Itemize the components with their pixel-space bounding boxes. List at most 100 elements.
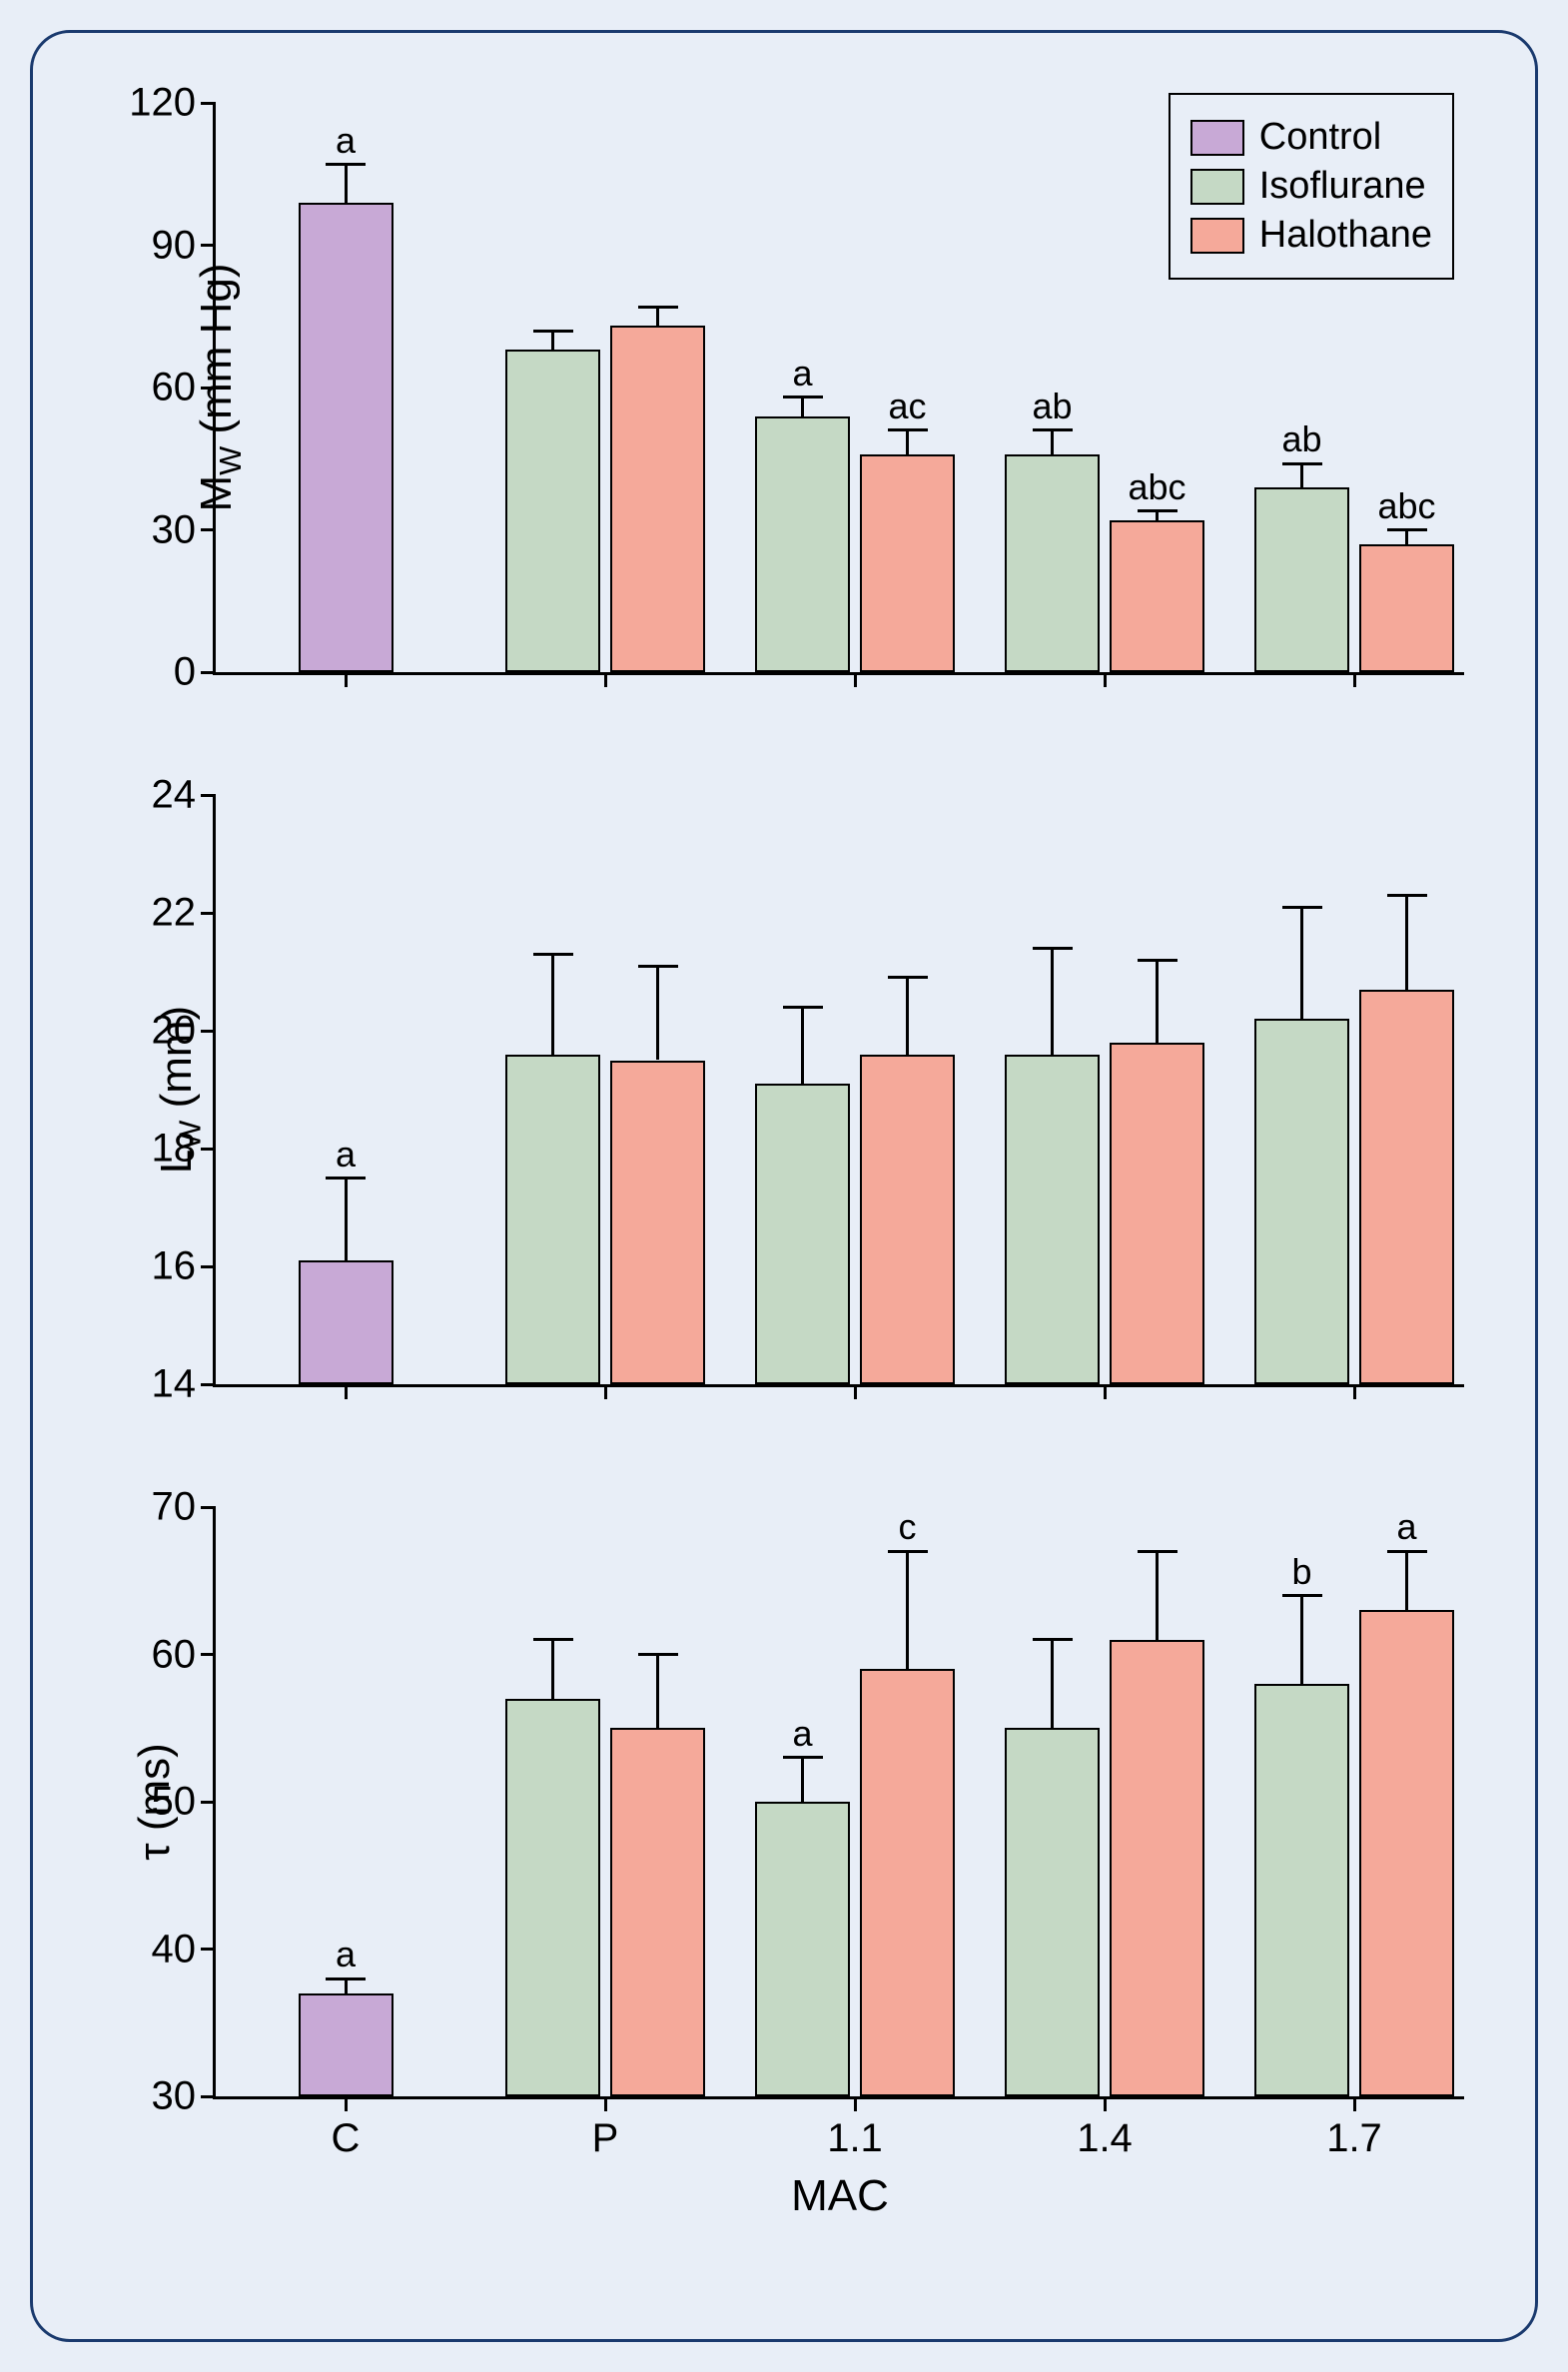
xtick bbox=[1104, 1384, 1107, 1399]
ytick-label: 18 bbox=[152, 1127, 197, 1172]
ytick bbox=[201, 912, 216, 915]
plot-area-mw: MW (mm Hg)0306090120aaacababcababcContro… bbox=[213, 103, 1464, 675]
bar-isoflurane bbox=[505, 1699, 600, 2096]
bar-halothane bbox=[610, 326, 705, 672]
ytick bbox=[201, 244, 216, 247]
xtick bbox=[1353, 672, 1356, 687]
ytick-label: 14 bbox=[152, 1362, 197, 1407]
error-bar bbox=[656, 966, 659, 1060]
error-bar bbox=[1156, 960, 1159, 1043]
error-cap bbox=[1282, 906, 1322, 909]
error-cap bbox=[1387, 1550, 1427, 1553]
bar-halothane bbox=[1359, 544, 1454, 672]
xtick bbox=[1104, 2096, 1107, 2111]
ytick-label: 24 bbox=[152, 773, 197, 818]
xtick-label: 1.7 bbox=[1326, 2116, 1382, 2161]
error-cap bbox=[638, 306, 678, 309]
xtick bbox=[854, 1384, 857, 1399]
plot-area-lw: LW (mm)141618202224a bbox=[213, 795, 1464, 1387]
significance-label: c bbox=[899, 1506, 917, 1548]
ytick bbox=[201, 102, 216, 105]
error-bar bbox=[551, 331, 554, 350]
bar-halothane bbox=[610, 1061, 705, 1385]
bar-halothane bbox=[1359, 990, 1454, 1384]
xtick bbox=[1104, 672, 1107, 687]
bar-control bbox=[299, 1260, 393, 1384]
xtick bbox=[1353, 2096, 1356, 2111]
bar-isoflurane bbox=[505, 1055, 600, 1384]
significance-label: a bbox=[336, 1934, 356, 1976]
bar-isoflurane bbox=[1005, 454, 1100, 673]
legend-label: Isoflurane bbox=[1259, 165, 1426, 208]
bar-halothane bbox=[610, 1728, 705, 2096]
ytick-label: 50 bbox=[152, 1780, 197, 1825]
error-bar bbox=[345, 1978, 348, 1993]
error-bar bbox=[345, 1179, 348, 1261]
bar-isoflurane bbox=[1254, 487, 1349, 672]
error-bar bbox=[551, 954, 554, 1054]
ytick bbox=[201, 1148, 216, 1151]
error-bar bbox=[1300, 463, 1303, 487]
legend-item: Control bbox=[1190, 116, 1432, 159]
xtick bbox=[854, 2096, 857, 2111]
bar-isoflurane bbox=[1254, 1684, 1349, 2096]
ytick-label: 60 bbox=[152, 1632, 197, 1677]
ytick bbox=[201, 671, 216, 674]
error-bar bbox=[906, 1551, 909, 1669]
significance-label: a bbox=[336, 120, 356, 162]
xtick-label: P bbox=[592, 2116, 619, 2161]
ytick-label: 30 bbox=[152, 507, 197, 552]
ytick bbox=[201, 387, 216, 390]
ytick bbox=[201, 528, 216, 531]
legend-swatch bbox=[1190, 218, 1244, 254]
xtick bbox=[345, 2096, 348, 2111]
bar-control bbox=[299, 203, 393, 672]
error-cap bbox=[326, 1177, 366, 1180]
legend-label: Halothane bbox=[1259, 214, 1432, 257]
ytick bbox=[201, 1030, 216, 1033]
bar-halothane bbox=[1359, 1610, 1454, 2096]
error-cap bbox=[1387, 894, 1427, 897]
xtick-label: 1.1 bbox=[827, 2116, 883, 2161]
error-cap bbox=[326, 163, 366, 166]
error-bar bbox=[656, 1655, 659, 1729]
significance-label: ac bbox=[888, 386, 926, 427]
significance-label: ab bbox=[1032, 386, 1072, 427]
ytick bbox=[201, 794, 216, 797]
ytick bbox=[201, 1948, 216, 1951]
error-bar bbox=[906, 978, 909, 1055]
bar-isoflurane bbox=[755, 1802, 850, 2096]
legend-item: Isoflurane bbox=[1190, 165, 1432, 208]
ytick-label: 0 bbox=[174, 650, 196, 695]
xtick bbox=[1353, 1384, 1356, 1399]
error-bar bbox=[1051, 948, 1054, 1054]
plot-area-tau: τ (ms)3040506070CP1.11.41.7MACaacba bbox=[213, 1507, 1464, 2099]
error-cap bbox=[533, 330, 573, 333]
xlabel: MAC bbox=[791, 2171, 889, 2221]
figure-frame: MW (mm Hg)0306090120aaacababcababcContro… bbox=[0, 0, 1568, 2372]
ytick bbox=[201, 1653, 216, 1656]
error-cap bbox=[888, 976, 928, 979]
bar-isoflurane bbox=[755, 1084, 850, 1384]
error-cap bbox=[1387, 528, 1427, 531]
bar-halothane bbox=[860, 1669, 955, 2096]
error-cap bbox=[1033, 428, 1073, 431]
legend: Control Isoflurane Halothane bbox=[1169, 93, 1454, 280]
ytick-label: 20 bbox=[152, 1009, 197, 1054]
ytick bbox=[201, 1801, 216, 1804]
xtick bbox=[604, 672, 607, 687]
legend-label: Control bbox=[1259, 116, 1382, 159]
panel-tau: τ (ms)3040506070CP1.11.41.7MACaacba bbox=[213, 1507, 1495, 2099]
legend-swatch bbox=[1190, 120, 1244, 156]
ytick bbox=[201, 1265, 216, 1268]
ytick-label: 60 bbox=[152, 366, 197, 410]
error-cap bbox=[533, 1638, 573, 1641]
error-bar bbox=[1405, 530, 1408, 544]
bar-isoflurane bbox=[755, 416, 850, 673]
significance-label: abc bbox=[1128, 466, 1185, 508]
bar-halothane bbox=[1110, 1640, 1204, 2096]
xtick bbox=[854, 672, 857, 687]
bar-control bbox=[299, 1993, 393, 2096]
xtick-label: 1.4 bbox=[1077, 2116, 1133, 2161]
bar-halothane bbox=[1110, 520, 1204, 672]
